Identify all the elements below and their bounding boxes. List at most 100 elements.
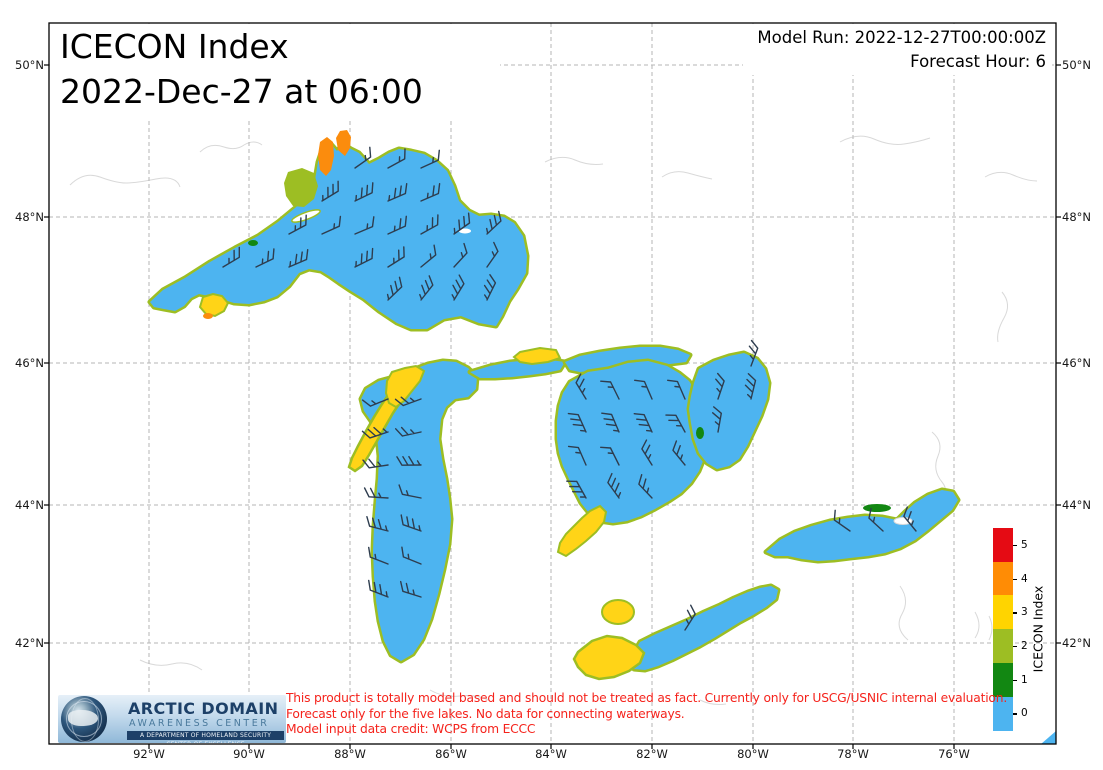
lon-label: 84°W: [535, 747, 567, 761]
wind-barb: [486, 210, 502, 235]
ice-patch-dark-green: [863, 504, 891, 512]
lon-label: 90°W: [233, 747, 265, 761]
wind-barb: [567, 445, 587, 466]
model-run-box: Model Run: 2022-12-27T00:00:00Z Forecast…: [743, 24, 1052, 75]
colorbar-tick-label: 4: [1021, 572, 1028, 585]
wind-barb: [394, 396, 422, 407]
coastline-path: [199, 141, 263, 153]
wind-barb: [684, 604, 696, 631]
wind-barb: [715, 372, 725, 400]
lat-label-right: 50°N: [1062, 58, 1091, 72]
colorbar-title: ICECON Index: [1030, 585, 1046, 673]
corner-water-patch: [1041, 731, 1056, 744]
lakes-ice-cover: [147, 140, 961, 673]
wind-barb: [354, 247, 374, 268]
coastline-path: [699, 699, 727, 705]
page-subtitle-datetime: 2022-Dec-27 at 06:00: [60, 72, 423, 111]
wind-barb: [868, 507, 884, 532]
wind-barb: [222, 246, 240, 268]
wind-barb: [607, 472, 622, 499]
lon-label: 78°W: [837, 747, 869, 761]
lat-label-left: 42°N: [15, 636, 44, 650]
wind-barb: [398, 484, 422, 499]
logo-title: ARCTIC DOMAIN: [128, 699, 279, 718]
wind-barb: [396, 455, 422, 466]
wind-barb: [366, 516, 389, 532]
faint-coastlines: [69, 135, 1038, 705]
colorbar-tick: [1013, 645, 1017, 648]
wind-barb: [712, 406, 722, 433]
disclaimer-line-3: Model input data credit: WCPS from ECCC: [286, 722, 536, 736]
lat-label-left: 44°N: [15, 498, 44, 512]
coastline-path: [839, 135, 931, 145]
colorbar-segment: [993, 528, 1013, 563]
ice-patch-bay-de-noc: [384, 364, 426, 409]
wind-barb: [321, 215, 342, 235]
arctic-domain-awareness-center-logo: ARCTIC DOMAIN AWARENESS CENTER A DEPARTM…: [58, 695, 286, 743]
wind-barb: [354, 182, 374, 202]
wind-barb: [361, 398, 389, 407]
colorbar-tick-label: 3: [1021, 606, 1028, 619]
colorbar-segment: [993, 696, 1013, 731]
forecast-hour-text: Forecast Hour: 6: [910, 51, 1046, 71]
colorbar-tick-label: 2: [1021, 639, 1028, 652]
lake-erie-water: [630, 586, 778, 670]
lake-superior-water: [150, 143, 527, 329]
ice-patch-dark-green: [696, 427, 704, 439]
lat-label-right: 46°N: [1062, 356, 1091, 370]
wind-barb: [638, 474, 653, 499]
coastline-path: [997, 291, 1008, 343]
ice-patch-erie-west-basin: [572, 634, 646, 681]
coastline-path: [661, 171, 713, 180]
lake-st-clair-ice: [601, 599, 635, 625]
wind-barb: [363, 487, 389, 499]
wind-barb: [451, 274, 465, 301]
wind-barb: [672, 440, 686, 466]
lat-label-right: 42°N: [1062, 636, 1091, 650]
wind-barb: [354, 146, 372, 169]
wind-barb: [400, 514, 422, 532]
wind-barb: [453, 212, 471, 235]
colorbar-segment: [993, 629, 1013, 664]
wind-barb: [903, 506, 917, 532]
wind-barb: [634, 379, 653, 400]
ice-patch-duluth-yellow: [198, 292, 230, 318]
wind-barb: [368, 579, 389, 598]
wind-barb: [387, 215, 407, 235]
wind-barb: [486, 241, 499, 268]
wind-barb: [748, 339, 759, 367]
wind-barb: [288, 249, 309, 268]
colorbar-segment: [993, 595, 1013, 630]
lake-northchannel-water: [565, 347, 690, 372]
lat-label-left: 48°N: [15, 210, 44, 224]
logo-subtitle: AWARENESS CENTER: [129, 718, 270, 729]
wind-barb: [667, 379, 686, 400]
lat-lon-gridlines: [49, 23, 1056, 744]
colorbar-tick-label: 0: [1021, 707, 1028, 720]
wind-barb: [633, 413, 653, 433]
colorbar-tick: [1013, 544, 1017, 547]
lake-michigan-water: [361, 361, 477, 661]
wind-barb: [575, 373, 587, 400]
wind-barbs-layer: [222, 146, 917, 631]
model-run-text: Model Run: 2022-12-27T00:00:00Z: [757, 28, 1046, 47]
wind-barb: [387, 148, 406, 169]
title-box: ICECON Index 2022-Dec-27 at 06:00: [50, 24, 500, 121]
ice-patch-dark-green: [248, 240, 258, 246]
logo-tagline: A DEPARTMENT OF HOMELAND SECURITY CENTER…: [127, 731, 284, 743]
wind-barb: [387, 246, 405, 268]
colorbar-tick: [1013, 612, 1017, 614]
colorbar-tick: [1013, 578, 1017, 580]
globe-icon: [61, 696, 107, 742]
lake-huron-water: [557, 361, 707, 523]
wind-barb: [420, 244, 437, 268]
wind-barb: [386, 276, 403, 301]
wind-barb: [600, 446, 620, 466]
lake-ontario-water: [766, 490, 958, 561]
wind-barb: [368, 546, 389, 565]
wind-barb: [387, 183, 408, 202]
ice-patch-saginaw-bay: [556, 504, 608, 558]
lat-label-left: 50°N: [15, 58, 44, 72]
wind-barb: [361, 426, 389, 439]
